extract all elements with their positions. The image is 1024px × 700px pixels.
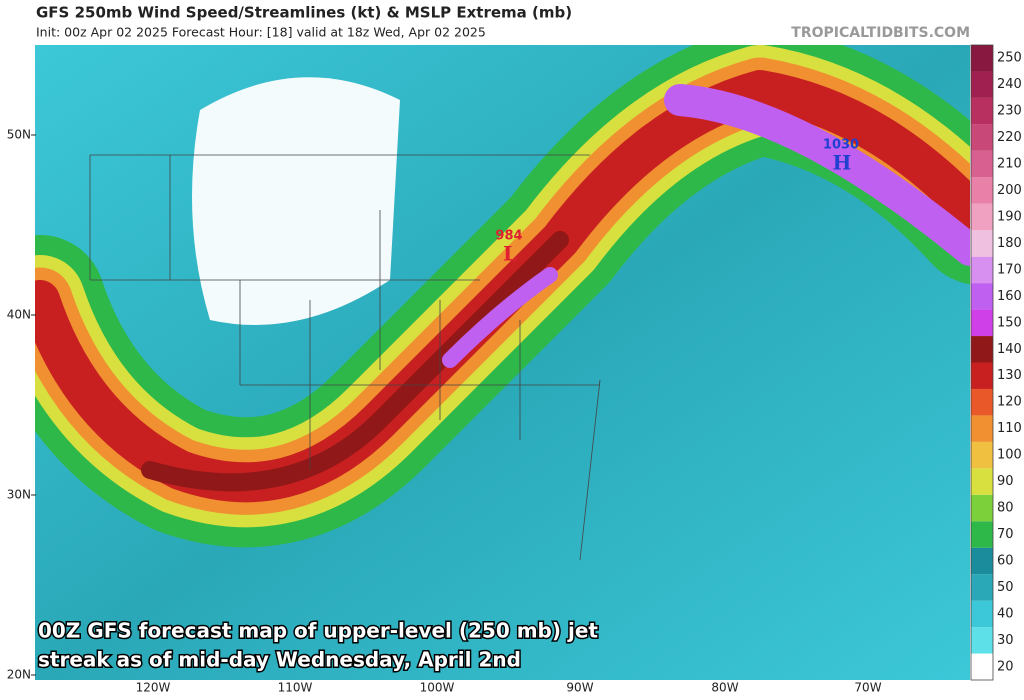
colorbar-label: 200 — [997, 183, 1022, 198]
colorbar-label: 180 — [997, 236, 1022, 251]
lon-label: 70W — [854, 681, 881, 695]
lat-label: 50N — [7, 128, 31, 142]
colorbar-swatch — [971, 521, 993, 548]
caption: 00Z GFS forecast map of upper-level (250… — [38, 619, 598, 643]
lon-label: 110W — [278, 681, 313, 695]
colorbar-frame — [970, 44, 994, 681]
colorbar-label: 170 — [997, 262, 1022, 277]
lon-label: 120W — [136, 681, 171, 695]
colorbar-swatch — [971, 653, 993, 680]
pressure-value: 1030 — [823, 138, 859, 153]
colorbar-label: 240 — [997, 77, 1022, 92]
colorbar-swatch — [971, 600, 993, 628]
caption: streak as of mid-day Wednesday, April 2n… — [38, 648, 521, 672]
colorbar-swatch — [971, 203, 993, 231]
colorbar-label: 160 — [997, 289, 1022, 304]
colorbar-swatch — [971, 256, 993, 284]
colorbar-swatch — [971, 283, 993, 310]
colorbar-label: 220 — [997, 130, 1022, 145]
colorbar-swatch — [971, 150, 993, 178]
colorbar-label: 30 — [997, 633, 1014, 648]
colorbar-label: 230 — [997, 104, 1022, 119]
colorbar-swatch — [971, 97, 993, 125]
pressure-symbol: H — [833, 151, 852, 175]
colorbar-swatch — [971, 415, 993, 442]
credit: TROPICALTIDBITS.COM — [791, 25, 970, 41]
colorbar-label: 50 — [997, 580, 1014, 595]
colorbar-label: 100 — [997, 448, 1022, 463]
map — [35, 45, 970, 680]
colorbar-swatch — [971, 362, 993, 389]
colorbar-swatch — [971, 547, 993, 575]
colorbar-swatch — [971, 45, 993, 72]
lat-label: 40N — [7, 308, 31, 322]
colorbar-swatch — [971, 441, 993, 469]
colorbar-label: 20 — [997, 659, 1014, 674]
lon-label: 90W — [566, 681, 593, 695]
pressure-value: 984 — [495, 229, 522, 244]
colorbar-label: 150 — [997, 315, 1022, 330]
lon-label: 100W — [420, 681, 455, 695]
colorbar-swatch — [971, 627, 993, 654]
colorbar-label: 60 — [997, 553, 1014, 568]
colorbar-label: 90 — [997, 474, 1014, 489]
subtitle: Init: 00z Apr 02 2025 Forecast Hour: [18… — [36, 25, 486, 40]
colorbar-swatch — [971, 124, 993, 151]
colorbar-swatch — [971, 336, 993, 363]
pressure-symbol: L — [503, 242, 517, 266]
colorbar-swatch — [971, 230, 993, 257]
borders — [89, 154, 601, 561]
colorbar-swatch — [971, 494, 993, 522]
colorbar-label: 130 — [997, 368, 1022, 383]
colorbar-label: 40 — [997, 606, 1014, 621]
colorbar-swatch — [971, 71, 993, 98]
colorbar-swatch — [971, 309, 993, 337]
colorbar-label: 140 — [997, 342, 1022, 357]
colorbar-swatch — [971, 388, 993, 416]
colorbar-label: 110 — [997, 421, 1022, 436]
colorbar-label: 190 — [997, 209, 1022, 224]
colorbar-label: 210 — [997, 157, 1022, 172]
colorbar-swatch — [971, 177, 993, 204]
colorbar-label: 120 — [997, 395, 1022, 410]
colorbar-label: 70 — [997, 527, 1014, 542]
colorbar-label: 80 — [997, 501, 1014, 516]
lat-label: 30N — [7, 488, 31, 502]
jet-stream — [35, 45, 970, 548]
calm-area — [192, 77, 400, 325]
lon-label: 80W — [711, 681, 738, 695]
lat-label: 20N — [7, 668, 31, 682]
colorbar-label: 250 — [997, 51, 1022, 66]
title: GFS 250mb Wind Speed/Streamlines (kt) & … — [36, 4, 572, 22]
colorbar-swatch — [971, 574, 993, 601]
colorbar-swatch — [971, 468, 993, 495]
